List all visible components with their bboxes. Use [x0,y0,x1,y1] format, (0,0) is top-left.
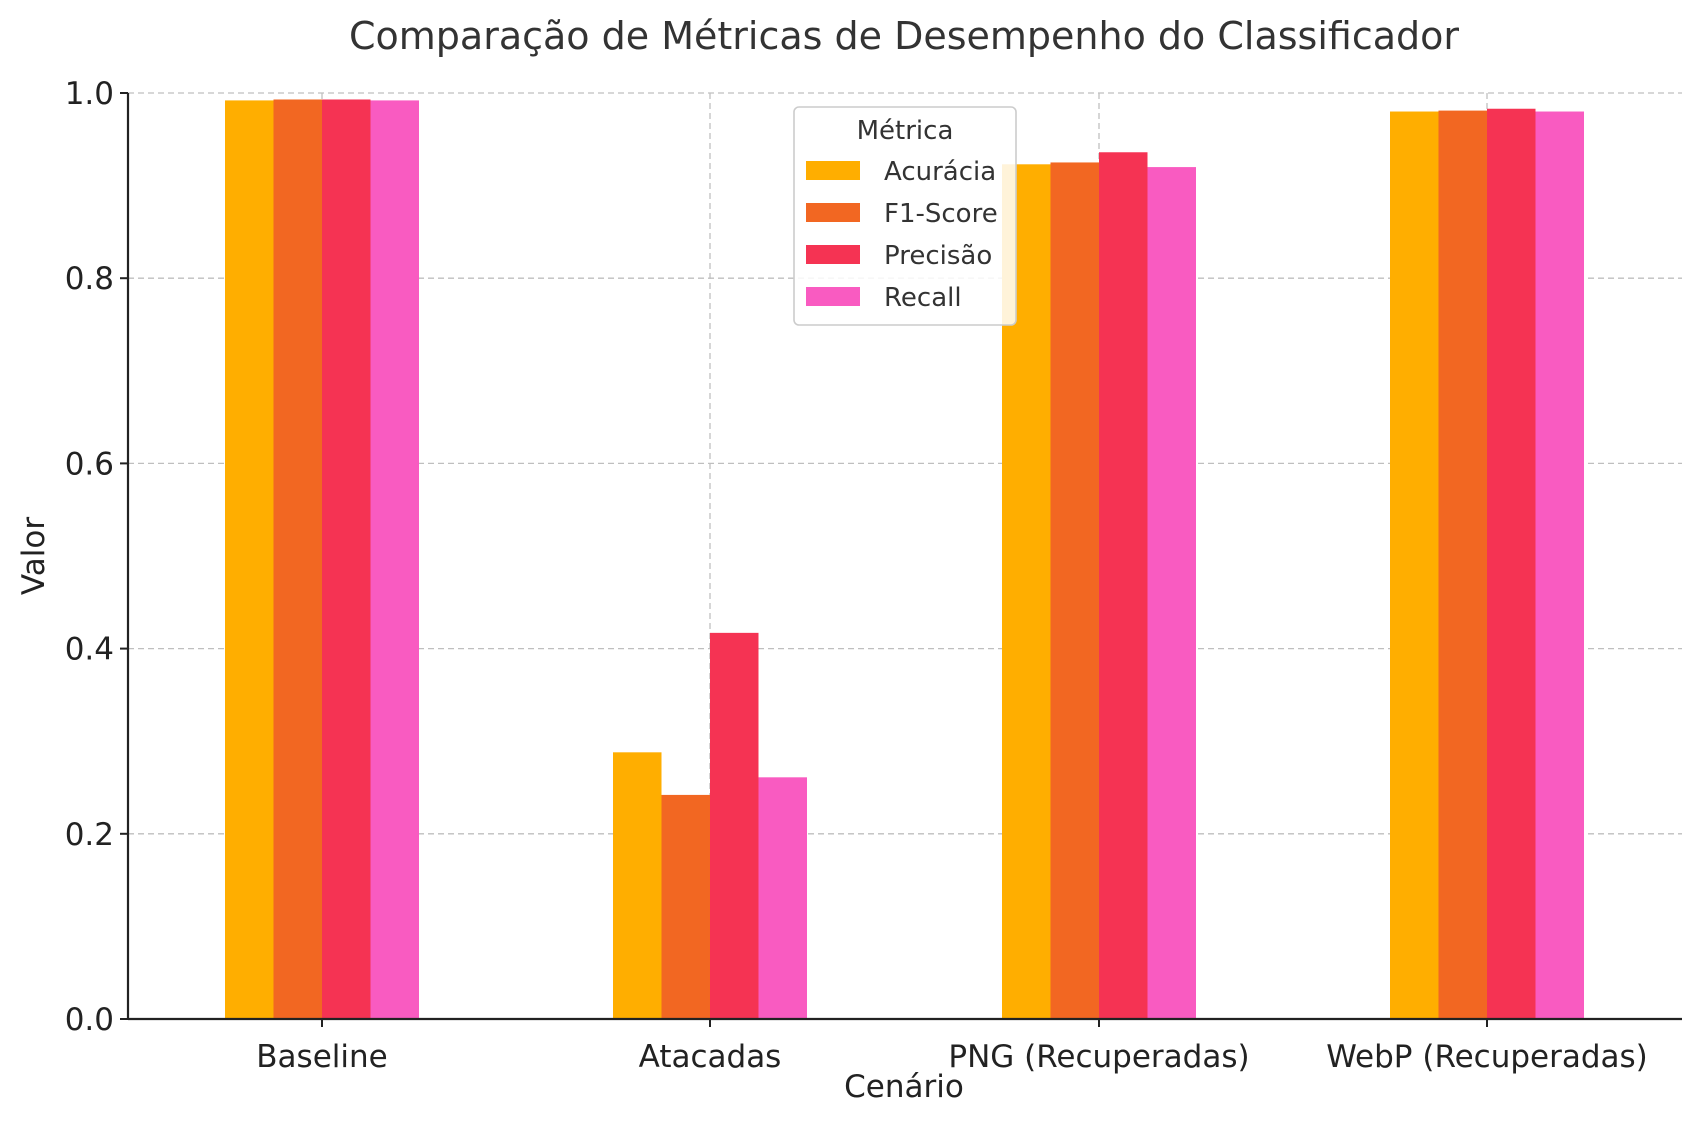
legend-label: Acurácia [884,157,996,187]
y-tick-label: 0.0 [65,1002,114,1038]
bar-f1-score-3 [1438,110,1487,1020]
x-tick-label: PNG (Recuperadas) [948,1039,1249,1075]
legend: Métrica Acurácia F1-Score Precisão Recall [793,106,1017,326]
legend-label: F1-Score [884,199,998,229]
chart-title: Comparação de Métricas de Desempenho do … [349,14,1459,58]
legend-swatch [806,287,860,306]
legend-title: Métrica [857,116,954,146]
legend-swatch [806,245,860,264]
y-tick-label: 1.0 [65,76,114,112]
y-tick-label: 0.2 [65,817,114,853]
x-tick-label: Atacadas [639,1039,782,1075]
legend-label: Recall [884,283,962,313]
bar-recall-2 [1147,167,1196,1019]
bar-precis-o-0 [322,99,371,1020]
y-tick-label: 0.4 [65,632,114,668]
bar-recall-1 [758,777,807,1019]
bar-f1-score-1 [661,794,710,1019]
bars-layer [225,99,1584,1020]
y-tick-label: 0.8 [65,261,114,297]
bar-recall-0 [370,100,419,1019]
legend-label: Precisão [884,241,992,271]
y-tick-label: 0.6 [65,446,114,482]
bar-f1-score-0 [273,99,322,1020]
y-axis-label: Valor [16,517,52,595]
legend-swatch [806,161,860,180]
bar-acur-cia-0 [225,100,274,1019]
x-tick-label: Baseline [256,1039,387,1075]
bar-precis-o-1 [710,632,759,1019]
x-axis-label: Cenário [844,1069,964,1105]
bar-precis-o-3 [1487,108,1536,1019]
bar-precis-o-2 [1099,152,1148,1020]
x-tick-label: WebP (Recuperadas) [1326,1039,1648,1075]
bar-acur-cia-1 [613,752,662,1019]
bar-recall-3 [1535,111,1584,1019]
bar-f1-score-2 [1050,162,1099,1019]
legend-swatch [806,203,860,222]
bar-acur-cia-3 [1390,111,1439,1019]
axes-layer: 0.0 0.2 0.4 0.6 0.8 1.0 Baseline Atacadas PNG (R… [65,76,1682,1075]
